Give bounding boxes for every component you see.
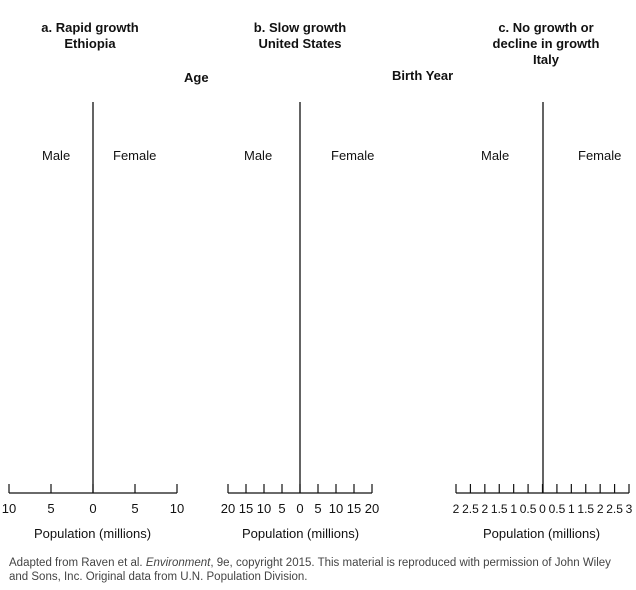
panel-b-tick-label: 5 (278, 501, 285, 516)
panel-a-female-label: Female (113, 148, 157, 163)
panel-c-tick-label: 2.5 (606, 502, 623, 516)
panel-c-axes: 2 2.5 2 1.5 1 0.5 0 0.5 1 1.5 2 2.5 3 (453, 102, 633, 516)
panel-c-tick-label: 0.5 (549, 502, 566, 516)
source-footnote: Adapted from Raven et al. Environment, 9… (9, 556, 629, 584)
panel-c-female-label: Female (578, 148, 622, 163)
panel-b-axis-label: Population (millions) (242, 526, 360, 541)
panel-b-tick-label: 10 (329, 501, 343, 516)
panel-b-female-label: Female (331, 148, 375, 163)
panel-c-male-label: Male (481, 148, 510, 163)
panel-b-title-line2: United States (258, 36, 342, 51)
panel-b-tick-label: 0 (296, 501, 303, 516)
footnote-suffix: , 9e, copyright 2015. This material is r… (9, 557, 611, 583)
panel-a-tick-label: 5 (47, 501, 54, 516)
panel-b-title-line1: b. Slow growth (253, 20, 347, 35)
panel-c-title: c. No growth or decline in growth Italy (466, 20, 626, 68)
footnote-prefix: Adapted from Raven et al. (9, 557, 146, 569)
panel-c-tick-label: 2 (597, 502, 604, 516)
panel-b-male-label: Male (244, 148, 273, 163)
panel-b-tick-label: 20 (365, 501, 379, 516)
panel-c-tick-label: 1.5 (577, 502, 594, 516)
footnote-italic-title: Environment (145, 557, 211, 569)
panel-c-tick-label: 0.5 (520, 502, 537, 516)
panel-c-tick-label: 0 (539, 502, 546, 516)
panel-c-tick-label: 2 (453, 502, 460, 516)
panel-c-axis-label: Population (millions) (483, 526, 601, 541)
panel-b-tick-label: 15 (347, 501, 361, 516)
panel-c-tick-label: 1.5 (491, 502, 508, 516)
panel-a-title-line2: Ethiopia (64, 36, 116, 51)
panel-a-title-line1: a. Rapid growth (41, 20, 139, 35)
birth-year-label: Birth Year (392, 68, 454, 83)
panel-c-title-line2: decline in growth (492, 36, 600, 51)
panel-b-title: b. Slow growth United States (230, 20, 370, 52)
age-label: Age (184, 70, 209, 85)
panel-c-tick-label: 1 (510, 502, 517, 516)
panel-c-tick-label: 3 (626, 502, 633, 516)
panel-a-tick-label: 5 (131, 501, 138, 516)
panel-a-tick-label: 10 (2, 501, 16, 516)
panel-a-male-label: Male (42, 148, 71, 163)
panel-c-title-line1: c. No growth or (498, 20, 594, 35)
panel-a-tick-label: 10 (170, 501, 184, 516)
panel-a-title: a. Rapid growth Ethiopia (20, 20, 160, 52)
panel-a-tick-label: 0 (89, 501, 96, 516)
panel-c-tick-label: 1 (568, 502, 575, 516)
panel-a-axes: 10 5 0 5 10 (2, 102, 184, 516)
panel-c-title-line3: Italy (532, 52, 559, 67)
panel-b-tick-label: 15 (239, 501, 253, 516)
panel-c-tick-label: 2 (481, 502, 488, 516)
panel-b-tick-label: 10 (257, 501, 271, 516)
panel-a-axis-label: Population (millions) (34, 526, 152, 541)
panel-b-axes: 20 15 10 5 0 5 10 15 20 (221, 102, 379, 516)
panel-b-tick-label: 20 (221, 501, 235, 516)
panel-c-tick-label: 2.5 (462, 502, 479, 516)
panel-b-tick-label: 5 (314, 501, 321, 516)
